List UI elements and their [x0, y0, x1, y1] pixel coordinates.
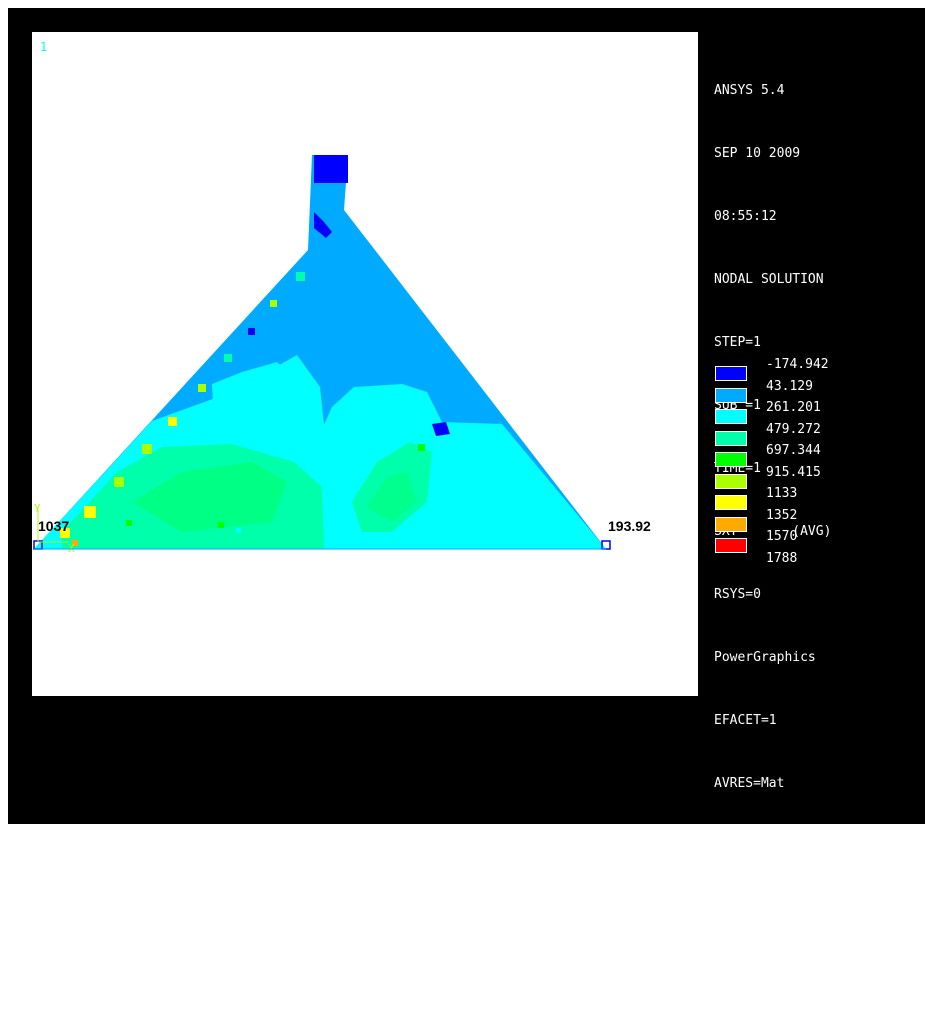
legend-value: 479.272: [766, 421, 821, 437]
legend-value: 697.344: [766, 443, 821, 458]
info-line: STEP=1: [714, 335, 761, 350]
legend-value: -174.942: [766, 357, 829, 372]
info-line: NODAL SOLUTION: [714, 272, 824, 287]
legend-value: 43.129: [766, 378, 813, 394]
graphics-window: 1: [8, 8, 925, 980]
legend-swatch: [715, 430, 747, 446]
left-node-label: 1037: [38, 518, 70, 534]
stem-top-blue: [314, 155, 348, 183]
mid-blue-spot: [432, 422, 450, 436]
legend-swatch: [715, 538, 747, 553]
plot-viewport: 1: [32, 32, 698, 696]
info-line: ANSYS 5.4: [714, 83, 785, 98]
legend-swatch: [715, 452, 747, 467]
window-number: 1: [40, 40, 48, 54]
legend-value: 1352: [766, 507, 798, 523]
legend-value: 261.201: [766, 400, 821, 415]
info-line: PowerGraphics: [714, 650, 816, 665]
contour-cyan-patch: [212, 362, 294, 442]
info-line: EFACET=1: [714, 713, 777, 728]
contour-plot: Y X: [33, 155, 611, 555]
edge-hotspots: [60, 272, 425, 546]
legend-swatch: [715, 473, 747, 489]
legend-swatch: [715, 409, 747, 424]
contour-green-patch-3: [367, 472, 417, 522]
stem-blue-spot: [314, 212, 332, 238]
legend-value: 915.415: [766, 464, 821, 480]
legend-swatch: [715, 516, 747, 532]
info-line: AVRES=Mat: [714, 776, 785, 791]
legend-value: 1788: [766, 550, 798, 566]
legend-value: 1570: [766, 529, 798, 544]
info-line: DMX =.019724: [714, 839, 808, 854]
info-line: SMX =1788: [714, 965, 785, 980]
legend-value: 1133: [766, 486, 798, 501]
legend-swatch: [715, 366, 747, 381]
info-line: SEP 10 2009: [714, 146, 801, 161]
right-node-label: 193.92: [608, 518, 651, 534]
contour-green-patch-1: [132, 462, 287, 532]
triad-y-label: Y: [34, 502, 41, 515]
info-line: SMN =-174.942: [714, 902, 816, 917]
info-line: RSYS=0: [714, 587, 761, 602]
legend-swatch: [715, 387, 747, 403]
info-line: 08:55:12: [714, 209, 777, 224]
legend-swatch: [715, 495, 747, 510]
